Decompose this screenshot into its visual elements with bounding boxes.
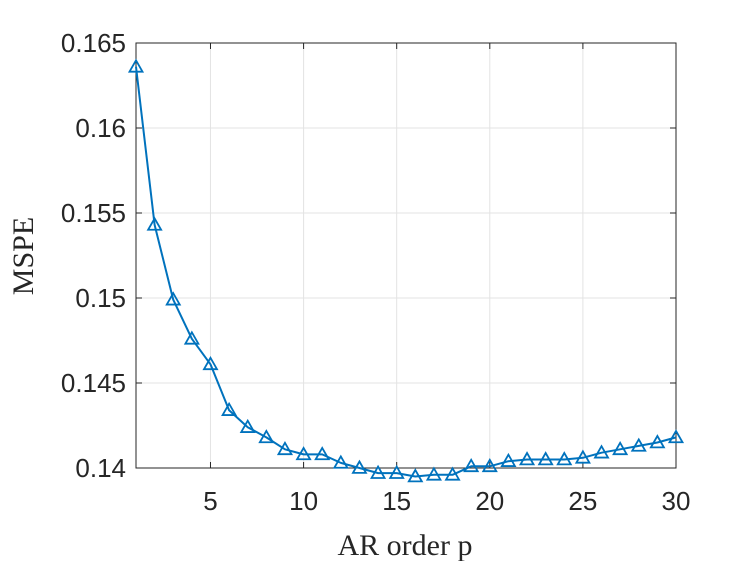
data-point-marker: [202, 355, 219, 371]
data-point-marker: [444, 466, 461, 481]
y-axis-label: MSPE: [7, 217, 40, 295]
data-point-marker: [276, 440, 294, 456]
data-point-marker: [127, 58, 145, 73]
data-point-marker: [314, 446, 331, 461]
data-point-marker: [667, 429, 685, 444]
y-tick-label: 0.145: [61, 368, 126, 398]
x-tick-label: 15: [382, 486, 411, 516]
data-point-marker: [221, 401, 238, 416]
y-tick-label: 0.165: [61, 28, 126, 58]
plot-frame: [135, 42, 677, 469]
data-point-marker: [388, 464, 405, 479]
data-point-marker: [370, 464, 387, 479]
data-point-marker: [425, 466, 442, 481]
x-tick-label: 20: [475, 486, 504, 516]
data-point-marker: [500, 452, 517, 467]
data-point-marker: [183, 330, 200, 345]
data-point-marker: [332, 454, 349, 469]
data-point-marker: [481, 457, 498, 473]
labels-layer: AR order p MSPE: [7, 217, 472, 561]
series-layer: [127, 58, 685, 483]
data-point-marker: [165, 291, 182, 306]
data-point-marker: [295, 446, 312, 461]
data-point-marker: [556, 451, 573, 466]
data-point-marker: [574, 449, 591, 464]
data-point-marker: [258, 429, 275, 444]
grid-layer: [136, 42, 677, 469]
x-tick-label: 5: [203, 486, 217, 516]
data-point-marker: [407, 468, 424, 483]
y-tick-label: 0.16: [75, 113, 126, 143]
x-axis-label: AR order p: [338, 529, 473, 561]
data-point-marker: [351, 459, 368, 474]
data-point-marker: [239, 418, 256, 433]
data-point-marker: [463, 457, 480, 473]
x-tick-label: 30: [662, 486, 691, 516]
data-point-marker: [593, 444, 610, 459]
data-point-marker: [537, 451, 554, 466]
data-point-marker: [518, 451, 536, 466]
axes-layer: 5 10 15 20 25 30 0.14 0.145 0.15 0.155 0.16 0.165: [61, 28, 691, 516]
y-tick-label: 0.14: [75, 453, 126, 483]
y-tick-label: 0.15: [75, 283, 126, 313]
data-point-marker: [146, 216, 163, 231]
data-point-marker: [649, 434, 666, 449]
data-point-marker: [612, 440, 629, 456]
x-tick-label: 10: [289, 486, 318, 516]
x-tick-label: 25: [568, 486, 597, 516]
data-point-marker: [630, 437, 647, 452]
y-tick-label: 0.155: [61, 198, 126, 228]
